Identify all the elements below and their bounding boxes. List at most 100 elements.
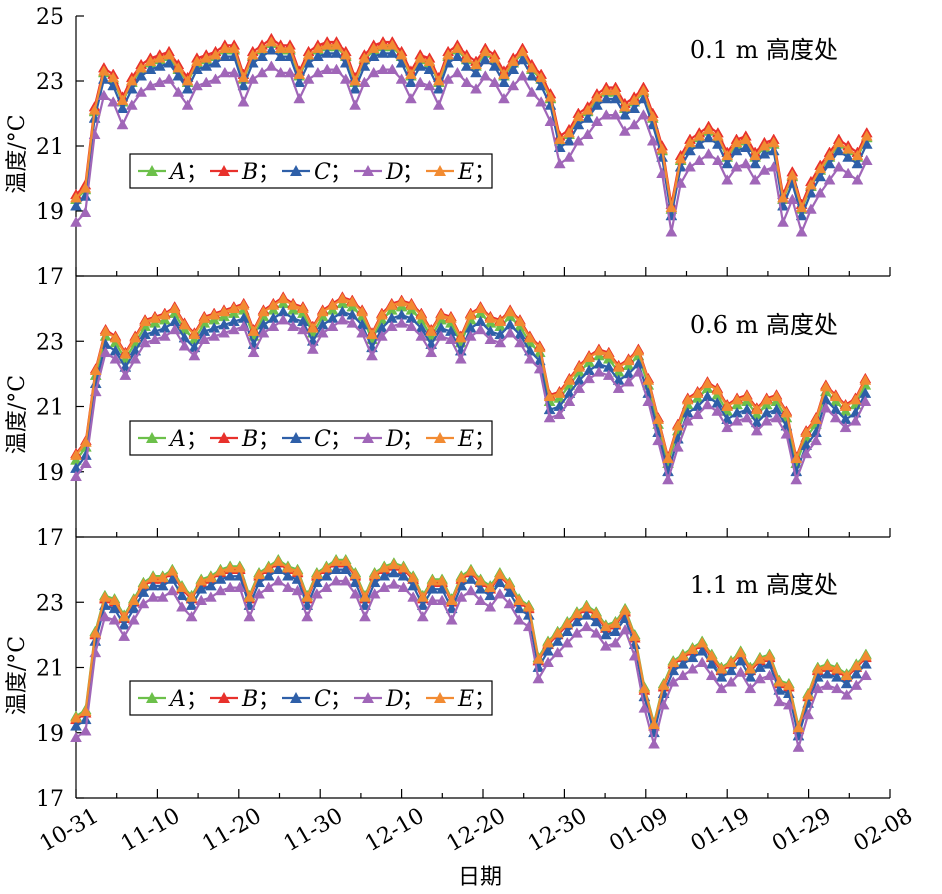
data-point <box>840 689 853 700</box>
legend-marker <box>434 692 446 703</box>
data-point <box>346 296 359 307</box>
data-point <box>310 588 323 599</box>
data-point <box>591 99 603 110</box>
y-tick-label: 21 <box>36 135 64 160</box>
data-point <box>498 92 510 104</box>
data-point <box>701 398 714 410</box>
data-point <box>109 353 122 364</box>
data-point <box>561 637 574 648</box>
data-point <box>135 86 148 97</box>
data-point <box>116 102 129 113</box>
data-point <box>831 671 843 682</box>
data-point <box>185 599 198 610</box>
data-point <box>563 135 575 146</box>
data-point <box>741 390 753 402</box>
data-point <box>754 661 766 672</box>
legend-marker <box>362 165 374 176</box>
data-point <box>243 591 256 602</box>
legend-item-B: B； <box>210 427 280 452</box>
data-point <box>802 708 815 720</box>
data-point <box>599 620 612 632</box>
data-point <box>786 169 799 180</box>
data-point <box>168 302 181 313</box>
data-point <box>696 637 709 648</box>
data-point <box>730 136 743 148</box>
data-point <box>209 57 222 68</box>
data-point <box>563 374 576 385</box>
data-point <box>416 591 429 602</box>
legend-label: A <box>168 687 186 712</box>
data-point <box>612 382 625 393</box>
legend-separator: ； <box>258 427 280 452</box>
data-point <box>204 571 217 583</box>
legend-item-E: E； <box>426 427 496 452</box>
data-point <box>281 561 294 573</box>
data-point <box>185 610 198 622</box>
data-point <box>533 362 546 374</box>
legend-item-D: D； <box>354 687 424 712</box>
data-point <box>792 721 805 733</box>
data-point <box>330 563 343 574</box>
data-point <box>397 561 410 573</box>
data-point <box>451 50 464 61</box>
data-point <box>563 151 575 162</box>
data-point <box>814 170 827 182</box>
data-point <box>125 74 138 86</box>
data-point <box>760 393 773 405</box>
legend-label: B <box>241 687 258 712</box>
data-point <box>395 73 408 84</box>
data-point <box>573 382 586 393</box>
data-point <box>339 563 352 574</box>
data-point <box>70 200 82 211</box>
data-point <box>821 668 834 679</box>
data-point <box>681 415 694 426</box>
data-point <box>702 148 715 159</box>
data-point <box>842 143 855 154</box>
data-point <box>129 331 142 343</box>
data-point <box>513 614 526 625</box>
data-point <box>702 123 715 135</box>
data-point <box>763 650 776 661</box>
data-point <box>385 320 398 331</box>
legend: A； B； C； D； E； <box>129 680 496 716</box>
data-point <box>763 669 776 681</box>
data-point <box>583 351 595 362</box>
data-point <box>823 157 836 169</box>
data-point <box>256 66 268 78</box>
y-tick-label: 25 <box>36 5 64 30</box>
data-point <box>367 66 380 78</box>
data-point <box>137 597 150 609</box>
data-point <box>628 630 641 641</box>
data-point <box>387 578 400 589</box>
data-point <box>414 76 427 87</box>
legend-marker <box>218 165 230 176</box>
data-point <box>516 45 529 57</box>
data-point <box>188 328 201 340</box>
data-point <box>306 322 319 333</box>
data-point <box>118 619 131 630</box>
series-D <box>70 60 873 237</box>
data-point <box>79 436 92 447</box>
data-point <box>494 336 507 348</box>
data-point <box>218 327 230 338</box>
data-point <box>79 725 92 736</box>
data-point <box>842 167 855 178</box>
data-point <box>195 594 208 605</box>
legend: A； B； C； D； E； <box>129 420 496 456</box>
data-point <box>89 646 102 658</box>
data-point <box>119 348 132 359</box>
data-point <box>464 330 477 341</box>
data-point <box>790 452 803 464</box>
data-point <box>256 50 268 61</box>
data-point <box>306 343 319 354</box>
data-point <box>454 331 467 343</box>
data-point <box>507 63 520 74</box>
data-point <box>573 361 586 372</box>
legend-item-E: E； <box>426 687 496 712</box>
data-point <box>378 570 391 581</box>
data-point <box>840 669 853 681</box>
data-point <box>744 682 757 694</box>
data-point <box>172 70 185 81</box>
data-point <box>274 42 287 53</box>
data-point <box>516 53 529 65</box>
